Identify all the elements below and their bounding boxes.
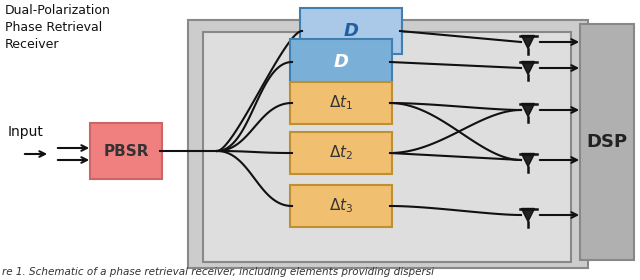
Text: D: D — [333, 53, 349, 71]
Text: re 1. Schematic of a phase retrieval receiver, including elements providing disp: re 1. Schematic of a phase retrieval rec… — [2, 267, 434, 277]
Text: PBSR: PBSR — [103, 144, 148, 158]
FancyBboxPatch shape — [290, 132, 392, 174]
Polygon shape — [522, 36, 534, 48]
Polygon shape — [522, 62, 534, 74]
Text: $\Delta t_3$: $\Delta t_3$ — [329, 197, 353, 215]
FancyBboxPatch shape — [300, 8, 402, 54]
Text: Dual-Polarization
Phase Retrieval
Receiver: Dual-Polarization Phase Retrieval Receiv… — [5, 4, 111, 51]
FancyBboxPatch shape — [290, 39, 392, 85]
FancyBboxPatch shape — [90, 123, 162, 179]
Text: DSP: DSP — [586, 133, 628, 151]
FancyBboxPatch shape — [188, 20, 588, 268]
Text: $\Delta t_2$: $\Delta t_2$ — [329, 144, 353, 162]
Text: D: D — [344, 22, 358, 40]
Text: Input: Input — [8, 125, 44, 139]
FancyBboxPatch shape — [290, 82, 392, 124]
Text: $\Delta t_1$: $\Delta t_1$ — [329, 94, 353, 112]
Polygon shape — [522, 153, 534, 167]
FancyBboxPatch shape — [203, 32, 571, 262]
FancyBboxPatch shape — [290, 185, 392, 227]
FancyBboxPatch shape — [580, 24, 634, 260]
Polygon shape — [522, 104, 534, 116]
Polygon shape — [522, 209, 534, 221]
